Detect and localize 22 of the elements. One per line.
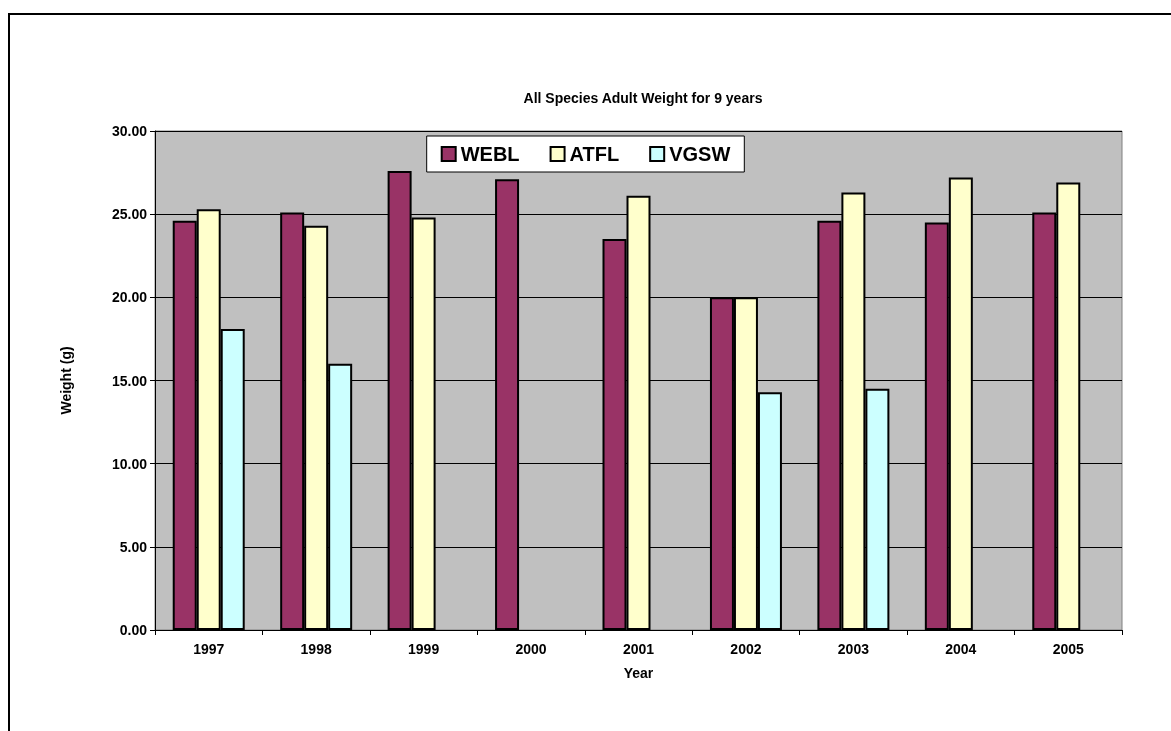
y-tick-label: 25.00 <box>111 206 148 223</box>
x-tick-label: 1998 <box>300 641 332 657</box>
legend-label: VGSW <box>669 143 731 165</box>
legend-label: WEBL <box>460 143 520 165</box>
y-axis-title: Weight (g) <box>58 346 74 415</box>
y-tick-label: 30.00 <box>111 123 148 139</box>
x-tick-label: 2000 <box>515 641 547 657</box>
y-tick-label: 20.00 <box>111 289 148 306</box>
x-tick-label: 2004 <box>945 641 977 657</box>
x-tick-label: 1997 <box>193 641 225 657</box>
x-tick-label: 2002 <box>730 641 762 657</box>
x-axis-title: Year <box>623 665 654 681</box>
x-tick-label: 2003 <box>837 641 870 657</box>
chart-title: All Species Adult Weight for 9 years <box>523 90 763 106</box>
y-tick-label: 5.00 <box>119 538 148 555</box>
y-tick-label: 0.00 <box>119 622 148 638</box>
x-tick-label: 2005 <box>1052 641 1085 657</box>
legend-label: ATFL <box>569 143 620 165</box>
y-tick-label: 10.00 <box>111 455 148 472</box>
x-tick-label: 1999 <box>408 641 440 657</box>
x-tick-label: 2001 <box>622 641 655 657</box>
y-tick-label: 15.00 <box>111 372 148 389</box>
